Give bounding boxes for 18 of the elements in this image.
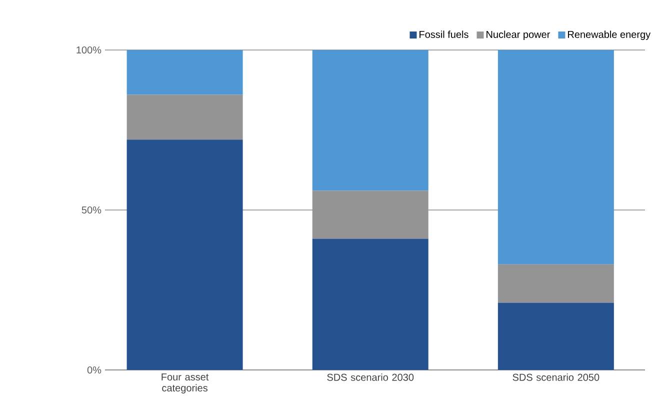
bar <box>498 264 614 303</box>
legend-label: Fossil fuels <box>420 30 468 38</box>
legend-label: Nuclear power <box>486 30 550 40</box>
bar <box>312 190 428 239</box>
x-tick-label: SDS scenario 2030 <box>327 374 414 381</box>
x-tick-label: Four asset categories <box>162 374 209 394</box>
bar <box>498 302 614 370</box>
bar <box>312 238 428 370</box>
x-tick-label: SDS scenario 2050 <box>512 374 600 381</box>
y-tick-label: 0% <box>87 366 102 374</box>
bar <box>126 94 243 140</box>
y-tick-label: 50% <box>82 206 102 214</box>
y-tick-label: 100% <box>76 46 102 54</box>
bar <box>498 50 614 264</box>
legend-label: Renewable energy <box>568 30 651 40</box>
bar <box>312 50 428 191</box>
bar <box>126 140 243 370</box>
bar <box>126 50 243 95</box>
